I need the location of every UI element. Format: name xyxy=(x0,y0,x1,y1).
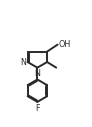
Text: N: N xyxy=(34,69,40,78)
Text: F: F xyxy=(35,104,40,113)
Text: OH: OH xyxy=(58,40,71,49)
Text: N: N xyxy=(21,58,27,67)
